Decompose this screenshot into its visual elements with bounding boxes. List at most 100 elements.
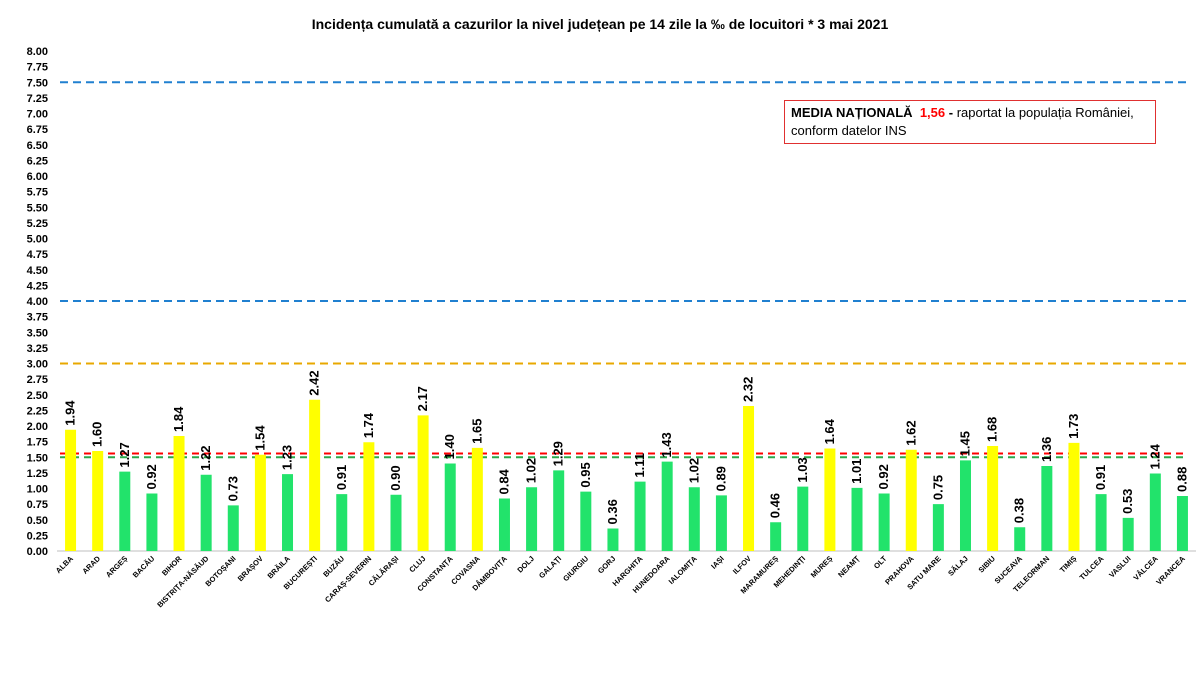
value-label: 0.88 [1174,467,1189,492]
value-label: 1.45 [957,431,972,456]
value-label: 1.24 [1147,443,1162,469]
value-label: 0.92 [144,464,159,489]
y-tick-label: 7.75 [27,62,48,74]
y-tick-label: 3.50 [27,327,48,339]
category-label: MUREȘ [809,554,835,580]
category-label: IALOMIȚA [667,554,699,586]
bar-călărași [390,494,402,551]
chart-title: Incidența cumulată a cazurilor la nivel … [311,16,889,32]
y-tick-label: 7.25 [27,93,48,105]
y-tick-label: 6.25 [27,155,48,167]
category-label: VRANCEA [1154,554,1187,587]
category-label: BACĂU [131,554,157,580]
value-label: 0.46 [768,493,783,518]
y-tick-label: 2.50 [27,390,48,402]
bar-argeș [119,471,131,551]
value-labels: 1.94 1.60 1.27 0.92 1.84 1.22 0.73 1.54 1.23 2.42… [63,370,1190,524]
bar-iași [715,495,727,551]
y-tick-label: 5.50 [27,202,48,214]
value-label: 0.38 [1012,498,1027,523]
category-label: VASLUI [1107,554,1132,579]
bar-olt [878,493,890,551]
bar-bistrița-năsăud [200,474,212,551]
y-tick-label: 0.75 [27,499,48,511]
bar-teleorman [1041,466,1053,551]
bar-mureș [824,448,836,551]
category-label: CLUJ [407,554,427,574]
bar-sălaj [959,460,971,551]
bar-harghita [634,481,646,551]
national-average-box: MEDIA NAȚIONALĂ 1,56 - raportat la popul… [784,100,1156,144]
value-label: 1.84 [171,406,186,432]
bar-brăila [282,474,294,551]
value-label: 2.42 [307,370,322,395]
value-label: 1.27 [117,442,132,467]
bar-cluj [417,415,429,551]
bar-constanța [444,463,456,551]
value-label: 1.22 [198,445,213,470]
y-tick-label: 1.25 [27,468,48,480]
bar-hunedoara [661,461,673,551]
y-tick-label: 0.50 [27,515,48,527]
category-label: BIHOR [160,554,184,578]
y-tick-label: 2.25 [27,405,48,417]
y-tick-label: 1.00 [27,484,48,496]
y-tick-label: 3.25 [27,343,48,355]
value-label: 0.36 [605,499,620,524]
value-label: 1.02 [686,458,701,483]
value-label: 1.29 [551,441,566,466]
value-label: 1.40 [442,434,457,459]
category-label: ARAD [80,554,102,576]
bar-covasna [471,447,483,551]
bar-tulcea [1095,494,1107,551]
category-label: BRĂILA [266,554,293,581]
bar-giurgiu [580,491,592,551]
y-tick-label: 7.50 [27,77,48,89]
y-tick-label: 4.75 [27,249,48,261]
category-label: GORJ [596,554,617,575]
y-tick-label: 5.75 [27,187,48,199]
category-label: SIBIU [977,554,998,575]
value-label: 2.17 [415,386,430,411]
bar-bacău [146,493,158,551]
bar-alba [65,429,77,551]
value-label: 1.65 [469,419,484,444]
y-tick-label: 7.00 [27,109,48,121]
value-label: 1.03 [795,457,810,482]
bar-brașov [254,454,266,551]
category-label: ARGEȘ [104,554,129,579]
bars [65,399,1188,551]
bar-bucurești [309,399,321,551]
bar-neamț [851,487,863,551]
category-label: DOLJ [515,554,536,575]
value-label: 0.90 [388,465,403,490]
value-label: 0.53 [1120,489,1135,514]
y-tick-label: 1.50 [27,452,48,464]
legend-average-value: 1,56 [919,105,946,120]
bar-mehedinți [797,486,809,551]
value-label: 1.74 [361,412,376,438]
category-label: GALAȚI [537,554,563,580]
bar-caraș-severin [363,442,375,551]
category-label: CARAȘ-SEVERIN [323,554,373,604]
bar-suceava [1014,527,1026,551]
value-label: 0.95 [578,462,593,487]
value-label: 1.60 [90,422,105,447]
value-label: 2.32 [741,377,756,402]
category-label: SĂLAJ [946,554,970,578]
bar-vrancea [1176,496,1188,551]
value-label: 1.11 [632,453,647,478]
value-label: 0.92 [876,464,891,489]
category-labels: ALBA ARAD ARGEȘ BACĂU BIHORBISTRIȚA-NĂSĂUDBO… [54,554,1187,610]
y-tick-label: 3.00 [27,359,48,371]
category-label: BUZĂU [321,554,346,579]
category-label: ALBA [54,554,76,576]
bar-ialomița [688,487,700,551]
value-label: 1.73 [1066,414,1081,439]
y-tick-label: 4.25 [27,280,48,292]
y-tick-label: 6.00 [27,171,48,183]
bar-dolj [526,487,538,551]
legend-separator: - [945,105,957,120]
y-tick-label: 2.00 [27,421,48,433]
